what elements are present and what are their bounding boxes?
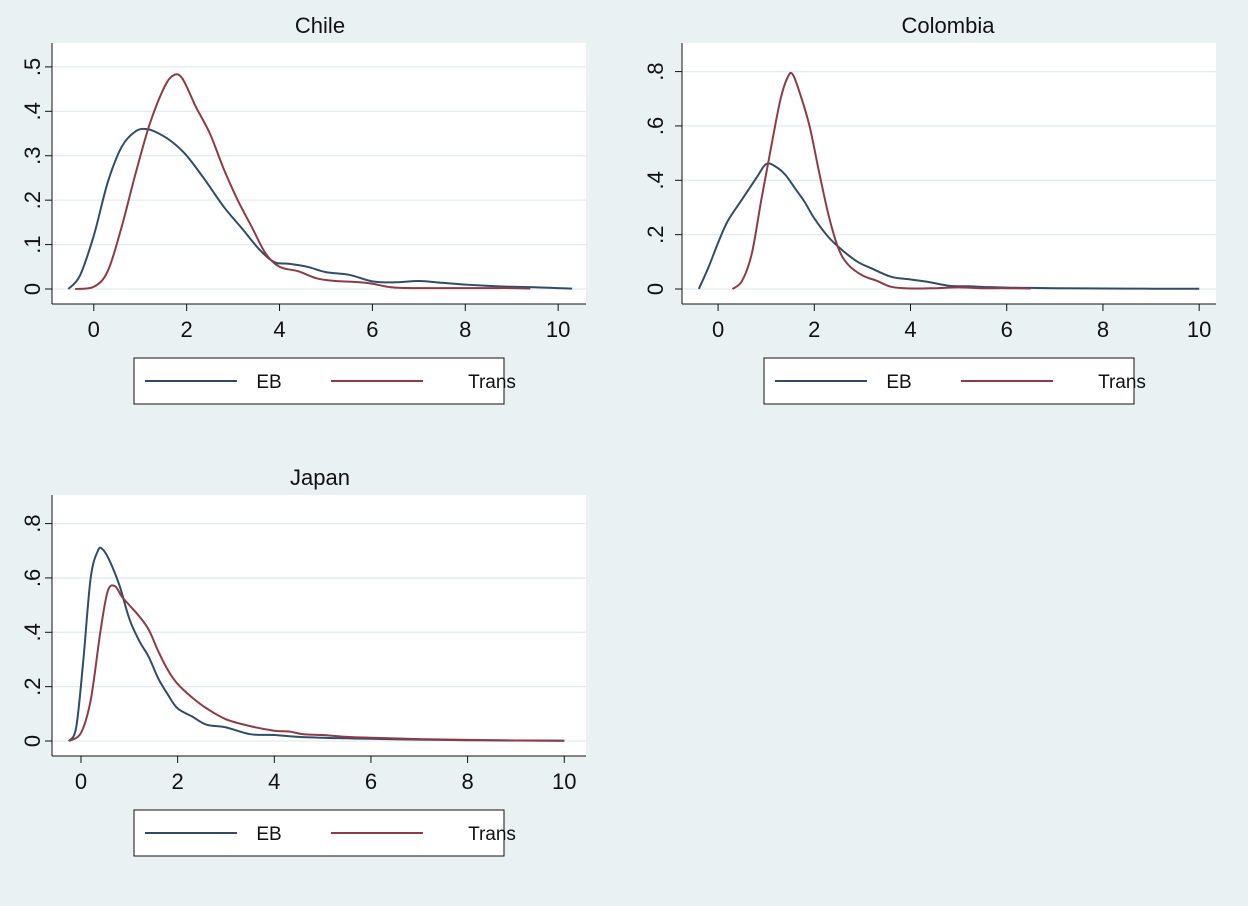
x-tick-label: 4 bbox=[904, 317, 916, 342]
chart-panel-3: 0 2 4 6 8 10 0 .2 .4 .6 .8 Japan EB Trans bbox=[20, 465, 586, 857]
x-tick-label: 6 bbox=[365, 769, 377, 794]
y-tick-label: .8 bbox=[20, 514, 45, 532]
chart-panel-1: 0 2 4 6 8 10 0 .1 .2 .3 .4 .5 Chile EB Trans bbox=[20, 13, 586, 405]
legend: EB Trans bbox=[133, 357, 516, 405]
y-tick-label: .1 bbox=[20, 235, 45, 253]
x-tick-label: 4 bbox=[268, 769, 280, 794]
y-tick-label: .2 bbox=[20, 191, 45, 209]
legend-label-trans: Trans bbox=[468, 372, 516, 393]
legend-label-trans: Trans bbox=[1098, 372, 1146, 393]
x-tick-label: 2 bbox=[172, 769, 184, 794]
y-tick-label: .5 bbox=[20, 58, 45, 76]
y-tick-label: 0 bbox=[20, 283, 45, 295]
y-tick-label: .4 bbox=[20, 102, 45, 120]
x-tick-label: 6 bbox=[366, 317, 378, 342]
series-line-eb bbox=[67, 127, 573, 290]
y-tick-label: 0 bbox=[643, 283, 668, 295]
legend-label-eb: EB bbox=[256, 372, 281, 393]
series-line-trans bbox=[731, 71, 1031, 290]
plot-area bbox=[52, 43, 586, 304]
plot-area bbox=[682, 43, 1216, 304]
y-tick-label: .2 bbox=[20, 677, 45, 695]
legend-label-eb: EB bbox=[886, 372, 911, 393]
x-tick-label: 0 bbox=[712, 317, 724, 342]
y-tick-label: 0 bbox=[20, 735, 45, 747]
y-tick-label: .4 bbox=[643, 171, 668, 189]
x-tick-label: 8 bbox=[1097, 317, 1109, 342]
x-tick-label: 0 bbox=[88, 317, 100, 342]
legend: EB Trans bbox=[133, 809, 516, 857]
x-tick-label: 2 bbox=[808, 317, 820, 342]
y-tick-label: .8 bbox=[643, 62, 668, 80]
x-tick-label: 8 bbox=[461, 769, 473, 794]
x-tick-label: 10 bbox=[552, 769, 576, 794]
chart-panel-2: 0 2 4 6 8 10 0 .2 .4 .6 .8 Colombia EB Trans bbox=[643, 13, 1216, 405]
series-line-trans bbox=[68, 584, 565, 742]
chart-title: Chile bbox=[295, 13, 345, 38]
y-tick-label: .4 bbox=[20, 623, 45, 641]
x-tick-label: 2 bbox=[181, 317, 193, 342]
series-line-eb bbox=[68, 546, 565, 742]
y-tick-label: .6 bbox=[643, 117, 668, 135]
y-tick-label: .6 bbox=[20, 569, 45, 587]
chart-title: Colombia bbox=[902, 13, 996, 38]
legend-label-eb: EB bbox=[256, 824, 281, 845]
chart-title: Japan bbox=[290, 465, 350, 490]
legend: EB Trans bbox=[763, 357, 1146, 405]
legend-label-trans: Trans bbox=[468, 824, 516, 845]
y-tick-label: .2 bbox=[643, 225, 668, 243]
x-tick-label: 0 bbox=[75, 769, 87, 794]
x-tick-label: 8 bbox=[459, 317, 471, 342]
plot-area bbox=[52, 495, 586, 756]
y-tick-label: .3 bbox=[20, 147, 45, 165]
series-line-trans bbox=[75, 73, 531, 290]
x-tick-label: 10 bbox=[546, 317, 570, 342]
x-tick-label: 10 bbox=[1187, 317, 1211, 342]
x-tick-label: 4 bbox=[273, 317, 285, 342]
x-tick-label: 6 bbox=[1001, 317, 1013, 342]
